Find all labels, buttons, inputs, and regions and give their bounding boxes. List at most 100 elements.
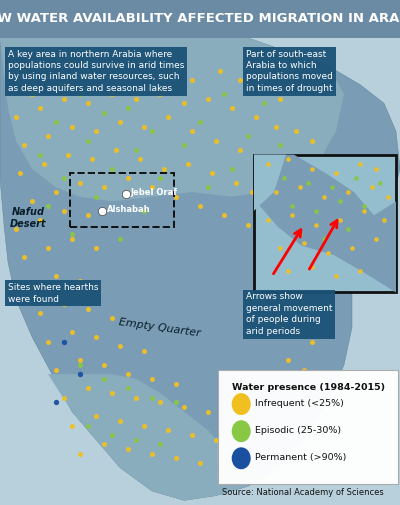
Bar	[254, 155, 396, 292]
Point	[309, 403, 315, 411]
FancyBboxPatch shape	[218, 370, 398, 484]
Point	[125, 370, 131, 378]
Point	[93, 127, 99, 135]
Point	[293, 263, 299, 271]
Text: Permanent (>90%): Permanent (>90%)	[255, 453, 346, 462]
Point	[69, 235, 75, 243]
Point	[141, 422, 147, 430]
Point	[357, 160, 363, 168]
Point	[61, 393, 67, 401]
Text: Source: National Academy of Sciences: Source: National Academy of Sciences	[222, 488, 384, 496]
Point	[233, 179, 239, 187]
Point	[261, 156, 267, 164]
Point	[77, 361, 83, 369]
Point	[109, 62, 115, 70]
Point	[337, 216, 343, 224]
Point	[361, 202, 367, 210]
Point	[45, 132, 51, 140]
Point	[285, 156, 291, 164]
Point	[261, 244, 267, 252]
Point	[217, 67, 223, 75]
Point	[141, 207, 147, 215]
Point	[301, 314, 307, 322]
Point	[77, 356, 83, 364]
Point	[205, 94, 211, 103]
Text: Water presence (1984-2015): Water presence (1984-2015)	[232, 383, 385, 391]
Point	[65, 150, 71, 159]
Point	[265, 216, 271, 224]
Point	[173, 380, 179, 388]
Point	[53, 366, 59, 374]
Point	[313, 221, 319, 229]
Point	[137, 57, 143, 65]
Text: Infrequent (<25%): Infrequent (<25%)	[255, 398, 344, 408]
Point	[221, 90, 227, 98]
Polygon shape	[48, 374, 248, 500]
Point	[325, 412, 331, 420]
Point	[61, 207, 67, 215]
Point	[205, 408, 211, 416]
Point	[173, 398, 179, 406]
Point	[29, 76, 35, 84]
Point	[69, 422, 75, 430]
Point	[221, 211, 227, 219]
Point	[133, 146, 139, 154]
Point	[109, 431, 115, 439]
Point	[53, 188, 59, 196]
Point	[61, 94, 67, 103]
Point	[41, 160, 47, 168]
Point	[349, 244, 355, 252]
Point	[205, 183, 211, 191]
Point	[85, 99, 91, 107]
Point	[149, 183, 155, 191]
Point	[181, 141, 187, 149]
Point	[269, 281, 275, 289]
Point	[45, 53, 51, 61]
Point	[93, 192, 99, 200]
Point	[185, 160, 191, 168]
Point	[21, 254, 27, 262]
Point	[69, 123, 75, 131]
Point	[285, 291, 291, 299]
Point	[85, 422, 91, 430]
Point	[269, 464, 275, 472]
Point	[309, 337, 315, 345]
Point	[149, 127, 155, 135]
Point	[321, 235, 327, 243]
Point	[297, 230, 303, 238]
Point	[165, 426, 171, 434]
Point	[309, 165, 315, 173]
Point	[133, 435, 139, 444]
Point	[109, 165, 115, 173]
Text: Empty Quarter: Empty Quarter	[118, 317, 202, 338]
Point	[197, 202, 203, 210]
Text: Nafud
Desert: Nafud Desert	[10, 207, 46, 229]
Point	[133, 94, 139, 103]
Point	[229, 104, 235, 112]
Point	[181, 99, 187, 107]
Point	[117, 235, 123, 243]
Point	[293, 127, 299, 135]
Point	[181, 403, 187, 411]
Point	[237, 468, 243, 476]
Polygon shape	[0, 38, 400, 500]
Point	[85, 136, 91, 144]
Point	[325, 248, 331, 257]
Point	[61, 300, 67, 308]
Point	[189, 127, 195, 135]
Point	[21, 141, 27, 149]
Point	[93, 412, 99, 420]
Point	[17, 169, 23, 177]
Point	[101, 375, 107, 383]
Point	[141, 347, 147, 355]
Point	[357, 268, 363, 276]
Point	[101, 440, 107, 448]
Point	[313, 207, 319, 215]
Point	[173, 192, 179, 200]
Point	[285, 268, 291, 276]
Point	[189, 76, 195, 84]
Point	[213, 136, 219, 144]
Point	[257, 85, 263, 93]
Point	[125, 445, 131, 453]
Point	[337, 197, 343, 206]
